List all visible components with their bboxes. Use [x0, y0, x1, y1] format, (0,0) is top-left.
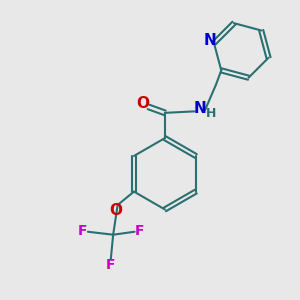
Text: O: O [137, 96, 150, 111]
Text: H: H [206, 107, 216, 120]
Text: N: N [194, 101, 206, 116]
Text: F: F [78, 224, 87, 238]
Text: N: N [203, 33, 216, 48]
Text: O: O [110, 203, 123, 218]
Text: F: F [135, 224, 145, 238]
Text: F: F [106, 258, 116, 272]
